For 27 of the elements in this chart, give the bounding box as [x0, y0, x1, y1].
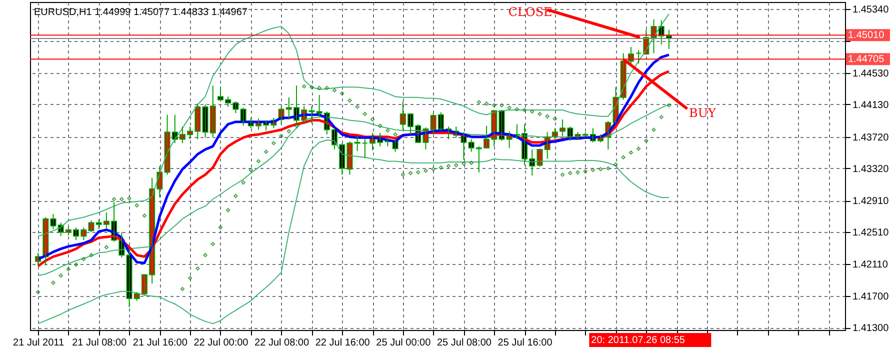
y-tick-label: 1.44530: [852, 68, 890, 80]
y-tick-label: 1.42110: [852, 259, 888, 270]
x-tick-label: 21 Jul 08:00: [72, 338, 128, 348]
y-tick-label: 1.42910: [852, 196, 890, 208]
ref-line-label: 1.44705: [848, 54, 885, 66]
ref-line-label: 1.45010: [848, 30, 885, 42]
y-tick-label: 1.42510: [852, 228, 890, 239]
x-tick-label: 25 Jul 00:00: [376, 338, 432, 348]
x-tick-label: 22 Jul 16:00: [315, 338, 370, 348]
y-tick-label: 1.43720: [852, 132, 890, 144]
y-tick-label: 1.44130: [852, 100, 890, 111]
x-tick-label: 21 Jul 16:00: [132, 338, 188, 348]
x-tick-label: 22 Jul 00:00: [194, 338, 249, 348]
y-tick-label: 1.41300: [852, 323, 890, 334]
x-tick-label: 25 Jul 16:00: [498, 338, 553, 348]
y-tick-label: 1.41700: [852, 292, 890, 303]
annotation: CLOSE: [508, 5, 552, 19]
y-tick-label: 1.45340: [852, 4, 890, 16]
x-tick-label: 22 Jul 08:00: [254, 338, 310, 348]
x-tick-label: 21 Jul 2011: [13, 338, 64, 348]
y-tick-label: 1.43320: [852, 164, 890, 175]
x-tick-label: 25 Jul 08:00: [436, 338, 492, 348]
text: EURUSD,H1 1.44999 1.45077 1.44833 1.44967: [34, 7, 248, 18]
text: 20: 2011.07.26 08:55: [591, 335, 686, 346]
candlestick: [362, 138, 368, 159]
text: BUY: [689, 106, 717, 120]
candlestick: [636, 50, 642, 64]
